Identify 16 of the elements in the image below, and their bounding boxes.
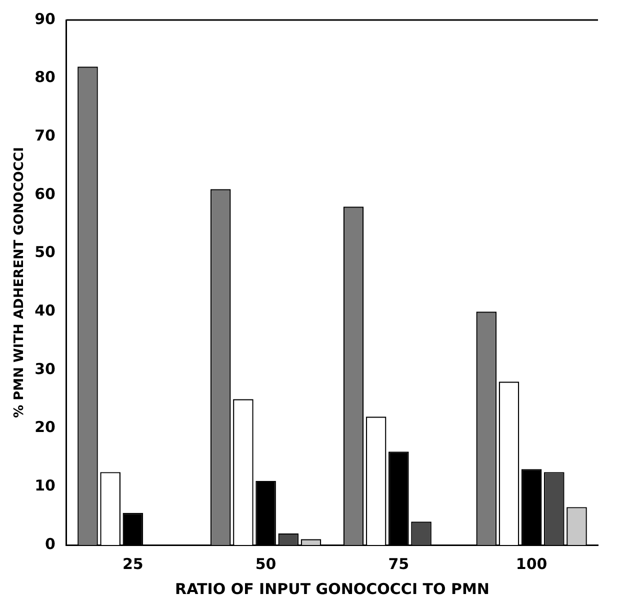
- y-tick-label: 50: [34, 243, 56, 262]
- y-tick-label: 0: [45, 534, 56, 553]
- x-tick-label: 50: [255, 554, 276, 573]
- x-tick-label: 75: [388, 554, 410, 573]
- y-tick-label: 20: [34, 418, 56, 436]
- x-axis-title: RATIO OF INPUT GONOCOCCI TO PMN: [175, 580, 490, 598]
- x-tick-label: 100: [516, 554, 548, 573]
- y-tick-label: 70: [34, 126, 56, 145]
- y-tick-label: 40: [34, 302, 56, 320]
- y-axis-title: % PMN WITH ADHERENT GONOCOCCI: [12, 147, 28, 418]
- y-tick-label: 60: [34, 184, 56, 203]
- y-tick-label: 10: [34, 476, 56, 495]
- x-tick-label: 25: [122, 554, 144, 573]
- y-tick-label: 80: [34, 68, 56, 86]
- y-tick-label: 30: [34, 360, 56, 378]
- y-tick-label: 90: [34, 10, 56, 28]
